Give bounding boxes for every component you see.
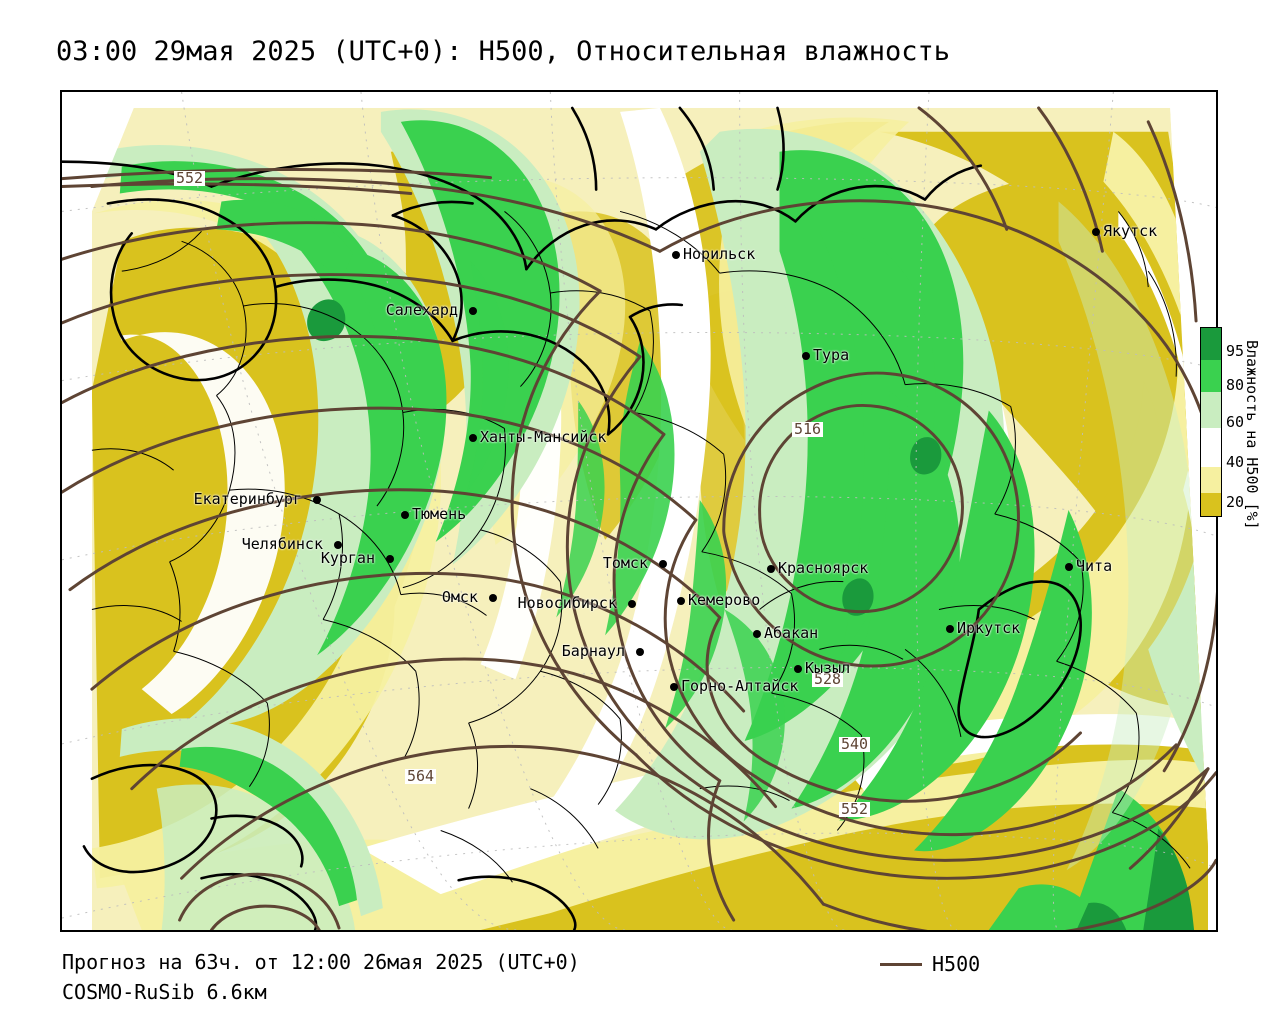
colorbar-segment-40: [1201, 427, 1221, 468]
colorbar-tick: 80: [1226, 376, 1245, 394]
h500-line-swatch: [880, 962, 922, 966]
colorbar-segment-0: [1201, 493, 1221, 516]
colorbar-tick: 40: [1226, 453, 1245, 471]
contour-label: 552: [174, 169, 206, 187]
colorbar-tick: 95: [1226, 342, 1245, 360]
colorbar-tick: 60: [1226, 413, 1245, 431]
contour-label: 528: [812, 670, 844, 688]
h500-contours: [62, 106, 1216, 930]
page-title: 03:00 29мая 2025 (UTC+0): H500, Относите…: [56, 36, 951, 67]
humidity-shading: [91, 107, 1209, 930]
colorbar-segment-95: [1201, 328, 1221, 360]
contour-label: 540: [839, 735, 871, 753]
map-canvas: [62, 92, 1216, 930]
colorbar-tick: 20: [1226, 493, 1245, 511]
h500-legend-label: H500: [932, 952, 981, 976]
colorbar-axis-label: Влажность на H500 [%]: [1243, 340, 1261, 530]
contour-label: 564: [405, 767, 437, 785]
colorbar-segment-60: [1201, 391, 1221, 428]
contour-label: 516: [792, 420, 824, 438]
map-frame: 552 516 528 540 552 564 Якутск Норильск …: [60, 90, 1218, 932]
contour-label: 552: [839, 800, 871, 818]
colorbar-segment-80: [1201, 359, 1221, 392]
colorbar: 95 80 60 40 20: [1200, 327, 1278, 517]
colorbar-gradient: [1200, 327, 1222, 517]
model-info: COSMO-RuSib 6.6км: [62, 980, 267, 1004]
colorbar-segment-20: [1201, 467, 1221, 494]
forecast-info: Прогноз на 63ч. от 12:00 26мая 2025 (UTC…: [62, 950, 580, 974]
contour-legend: H500: [880, 952, 980, 976]
